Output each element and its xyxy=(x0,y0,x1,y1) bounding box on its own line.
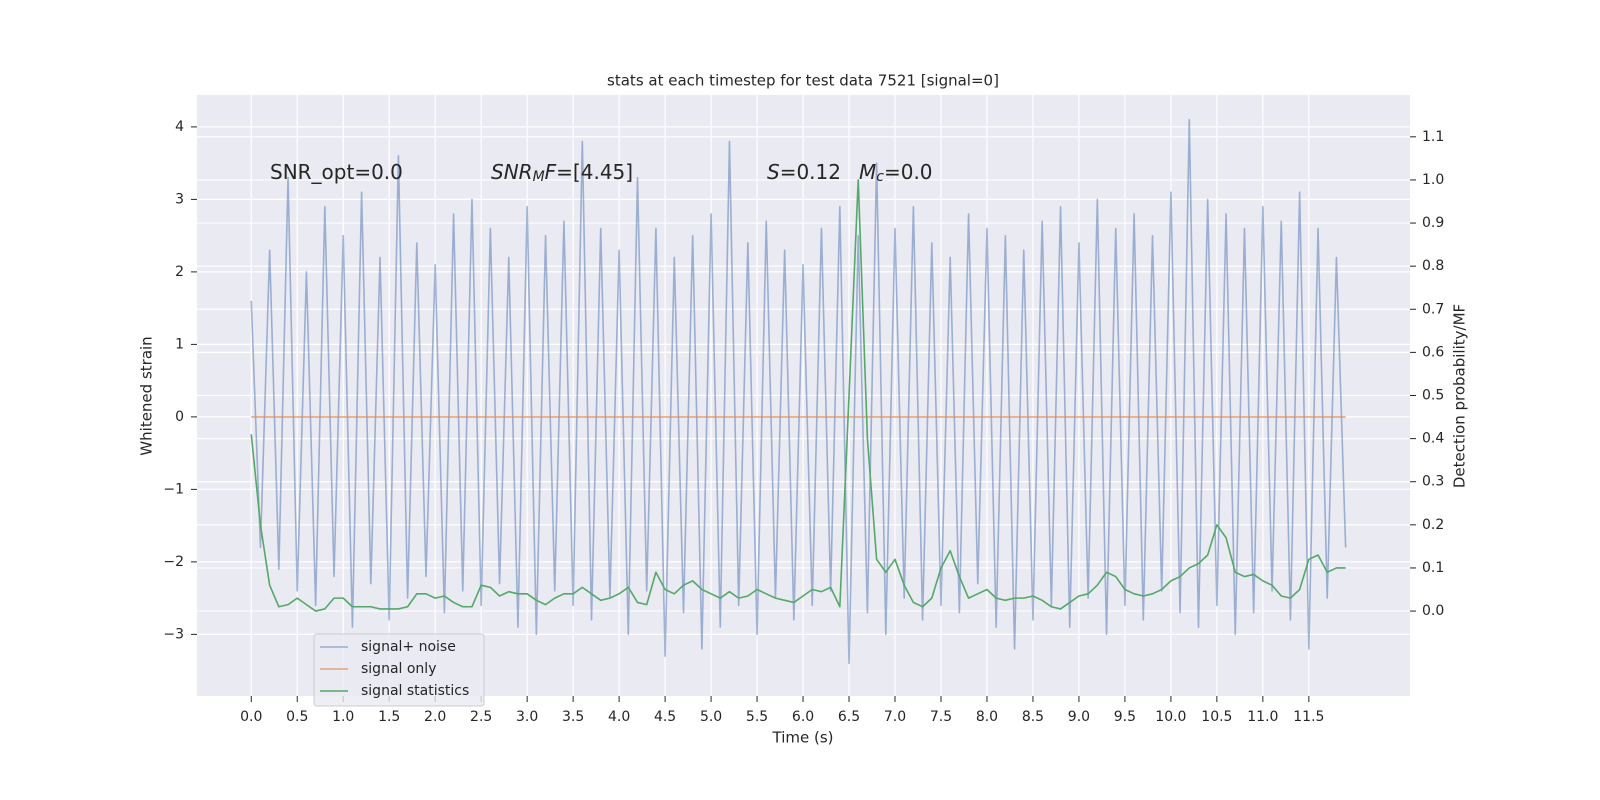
chart-title: stats at each timestep for test data 752… xyxy=(607,72,999,90)
y-tick-label: −2 xyxy=(163,554,184,570)
legend-label: signal only xyxy=(361,661,436,677)
line-series xyxy=(250,179,1346,612)
x-tick-label: 3.5 xyxy=(562,709,584,725)
y2-tick-label: 1.0 xyxy=(1422,172,1444,188)
y-tick-label: 4 xyxy=(175,119,184,135)
y2-tick-label: 1.1 xyxy=(1422,129,1444,145)
x-tick-label: 10.5 xyxy=(1201,709,1232,725)
annotation: SNR_opt=0.0 xyxy=(270,160,403,184)
annotation: SNRMF=[4.45] xyxy=(491,160,633,186)
line-series xyxy=(250,118,1347,665)
x-tick-label: 5.5 xyxy=(746,709,768,725)
x-tick-label: 9.5 xyxy=(1114,709,1136,725)
y2-tick-label: 0.8 xyxy=(1422,258,1444,274)
y2-tick-label: 0.9 xyxy=(1422,215,1444,231)
y2-tick-label: 0.7 xyxy=(1422,301,1444,317)
y2-tick-label: 0.5 xyxy=(1422,388,1444,404)
x-tick-label: 11.5 xyxy=(1293,709,1324,725)
annotation-part: SNR xyxy=(491,160,533,184)
y-tick-label: 1 xyxy=(175,336,184,352)
annotation-part: S xyxy=(767,160,780,184)
y2-tick-label: 0.0 xyxy=(1422,603,1444,619)
x-tick-label: 6.0 xyxy=(792,709,814,725)
legend-box xyxy=(313,633,485,707)
y-tick-label: −3 xyxy=(163,626,184,642)
legend-label: signal statistics xyxy=(361,683,469,699)
x-tick-label: 0.0 xyxy=(240,709,262,725)
y2-tick-label: 0.6 xyxy=(1422,344,1444,360)
x-tick-label: 1.5 xyxy=(378,709,400,725)
x-tick-label: 4.0 xyxy=(608,709,630,725)
x-tick-label: 8.0 xyxy=(976,709,998,725)
x-tick-label: 10.0 xyxy=(1155,709,1186,725)
x-tick-label: 7.5 xyxy=(930,709,952,725)
x-tick-label: 4.5 xyxy=(654,709,676,725)
annotation-part: F xyxy=(545,160,557,184)
x-tick-label: 7.0 xyxy=(884,709,906,725)
y2-axis-label: Detection probability/MF xyxy=(1451,304,1469,488)
annotation-part: =[4.45] xyxy=(556,160,633,184)
annotation-part: M xyxy=(859,160,876,184)
y-tick-label: 0 xyxy=(175,409,184,425)
x-tick-label: 5.0 xyxy=(700,709,722,725)
x-tick-label: 2.5 xyxy=(470,709,492,725)
x-tick-label: 0.5 xyxy=(286,709,308,725)
x-tick-label: 3.0 xyxy=(516,709,538,725)
y2-tick-label: 0.2 xyxy=(1422,517,1444,533)
x-tick-label: 8.5 xyxy=(1022,709,1044,725)
y2-tick-label: 0.1 xyxy=(1422,560,1444,576)
y-tick-label: 2 xyxy=(175,264,184,280)
y-tick-label: 3 xyxy=(175,191,184,207)
legend-label: signal+ noise xyxy=(361,639,456,655)
annotation-part: =0.0 xyxy=(884,160,933,184)
y-axis-label: Whitened strain xyxy=(138,336,156,455)
annotation-part: c xyxy=(876,169,884,185)
annotation-part: M xyxy=(533,169,545,185)
x-tick-label: 9.0 xyxy=(1068,709,1090,725)
x-tick-label: 6.5 xyxy=(838,709,860,725)
x-tick-label: 1.0 xyxy=(332,709,354,725)
y2-tick-label: 0.4 xyxy=(1422,431,1444,447)
y-tick-label: −1 xyxy=(163,481,184,497)
x-axis-label: Time (s) xyxy=(772,729,834,747)
annotation: S=0.12 xyxy=(767,160,841,184)
y2-tick-label: 0.3 xyxy=(1422,474,1444,490)
x-tick-label: 2.0 xyxy=(424,709,446,725)
annotation-part: =0.12 xyxy=(780,160,841,184)
x-tick-label: 11.0 xyxy=(1247,709,1278,725)
annotation: Mc=0.0 xyxy=(859,160,933,186)
annotation-part: SNR_opt=0.0 xyxy=(270,160,403,184)
